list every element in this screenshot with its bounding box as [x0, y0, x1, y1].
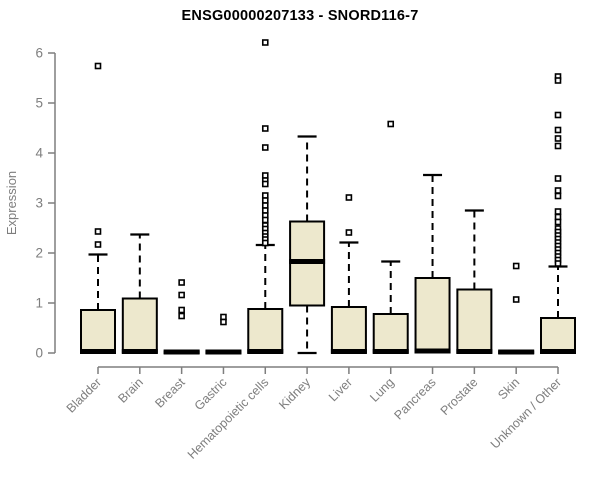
y-tick-label: 3: [35, 196, 43, 211]
outlier-point: [345, 229, 353, 236]
outlier-point: [261, 239, 269, 247]
outlier-point: [261, 125, 269, 132]
outlier-point: [178, 306, 185, 314]
box-body: [456, 288, 493, 354]
x-tick-label-bladder: Bladder: [64, 375, 104, 415]
x-tick-label-unknown-other: Unknown / Other: [488, 375, 564, 451]
x-tick-label-lung: Lung: [367, 375, 397, 405]
x-tick-label-breast: Breast: [152, 375, 188, 411]
outlier-point: [178, 312, 185, 320]
y-tick-label: 0: [35, 346, 43, 361]
box-prostate: [456, 209, 493, 354]
outlier-point: [94, 228, 102, 235]
outlier-point: [94, 241, 102, 248]
outlier-point: [94, 62, 102, 70]
y-tick-label: 6: [35, 46, 43, 61]
outlier-point: [220, 318, 227, 326]
box-body: [330, 306, 367, 354]
box-pancreas: [414, 173, 451, 354]
box-unknown-other: [540, 73, 576, 354]
x-tick-label-brain: Brain: [115, 375, 146, 406]
y-axis-title: Expression: [4, 171, 19, 235]
x-tick-label-pancreas: Pancreas: [391, 375, 438, 422]
box-body: [414, 277, 451, 354]
y-tick-label: 1: [35, 296, 43, 311]
y-tick-label: 5: [35, 96, 43, 111]
outlier-point: [554, 135, 562, 142]
outlier-point: [554, 111, 562, 119]
x-tick-label-liver: Liver: [326, 375, 355, 404]
box-lung: [372, 120, 409, 354]
box-liver: [330, 194, 367, 354]
outlier-point: [554, 142, 562, 150]
outlier-point: [512, 296, 520, 303]
box-body: [247, 308, 284, 354]
x-tick-label-hematopoietic-cells: Hematopoietic cells: [185, 375, 272, 462]
outlier-point: [554, 77, 562, 84]
outlier-point: [178, 291, 185, 299]
outlier-point: [387, 120, 395, 128]
outlier-point: [554, 260, 562, 267]
outlier-point: [345, 194, 353, 201]
outlier-point: [261, 180, 269, 188]
box-skin: [498, 262, 535, 355]
outlier-point: [554, 175, 562, 182]
outlier-point: [261, 216, 269, 224]
box-gastric: [205, 313, 242, 355]
box-hematopoietic-cells: [247, 39, 284, 354]
box-body: [121, 297, 158, 354]
box-breast: [163, 279, 200, 355]
outlier-point: [554, 187, 562, 194]
box-bladder: [80, 62, 116, 354]
chart-title: ENSG00000207133 - SNORD116-7: [181, 8, 419, 24]
outlier-point: [261, 144, 269, 151]
outlier-point: [554, 192, 562, 200]
box-kidney: [289, 135, 326, 355]
outlier-point: [554, 208, 562, 215]
x-tick-label-skin: Skin: [495, 375, 522, 402]
x-tick-label-prostate: Prostate: [438, 375, 481, 418]
x-tick-label-gastric: Gastric: [192, 375, 230, 413]
box-body: [372, 313, 409, 354]
y-tick-label: 4: [35, 146, 43, 161]
box-body: [540, 317, 576, 354]
y-tick-label: 2: [35, 246, 43, 261]
y-axis: 0 1 2 3 4 5 6 Expression: [4, 46, 56, 361]
x-tick-label-kidney: Kidney: [276, 375, 313, 412]
box-brain: [121, 233, 158, 354]
outlier-point: [512, 262, 520, 270]
outlier-point: [554, 218, 562, 226]
outlier-point: [261, 39, 269, 46]
outlier-point: [178, 279, 185, 286]
box-body: [80, 309, 116, 354]
outlier-point: [554, 126, 562, 134]
